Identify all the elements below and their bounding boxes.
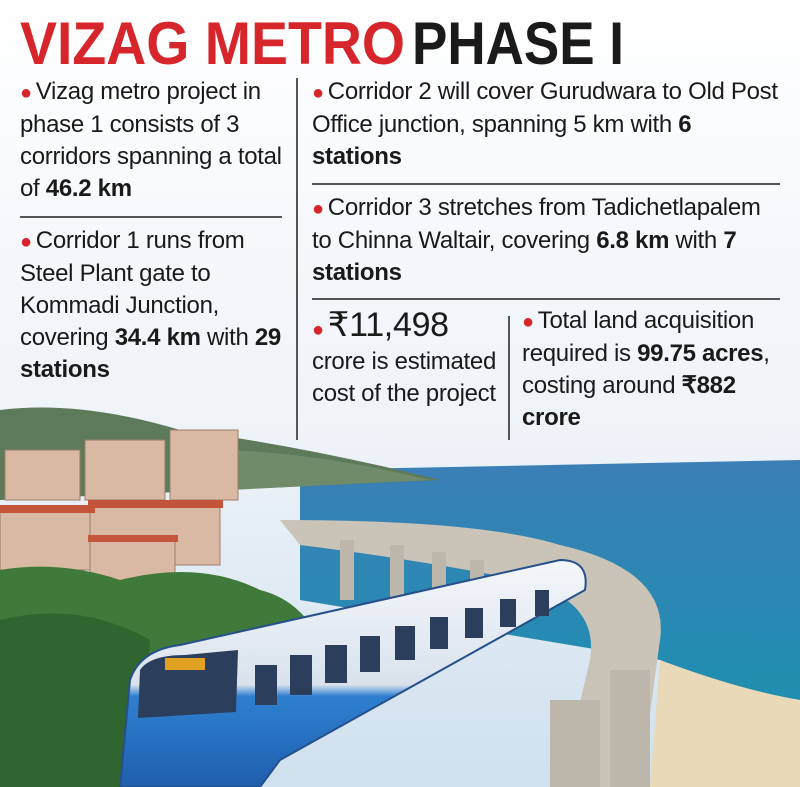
bullet: ● [20, 82, 32, 104]
body-text: Vizag metro project in phase 1 consists … [20, 78, 282, 202]
body-text: Total land acquisition required is [522, 307, 754, 367]
divider [312, 183, 780, 185]
highlight-text: 99.75 acres [637, 340, 764, 367]
highlight-text: 46.2 km [45, 175, 132, 202]
highlight-text: 34.4 km [114, 324, 201, 351]
highlight-text: 6 stations [312, 111, 692, 170]
bullet: ● [312, 82, 324, 104]
bullet: ● [312, 198, 324, 220]
body-text: Corridor 3 stretches from Tadichetlapale… [312, 194, 761, 254]
highlight-text: 7 stations [312, 227, 737, 286]
highlight-text: 29 stations [20, 324, 281, 383]
body-text: with [669, 227, 724, 254]
divider [312, 298, 780, 300]
land-item: ● Total land acquisition required is 99.7… [522, 305, 787, 434]
cost-amount: ₹11,498 [327, 306, 449, 344]
info-item: ● Corridor 3 stretches from Tadichetlapal… [312, 192, 782, 289]
info-item: ● Corridor 1 runs from Steel Plant gate t… [20, 225, 288, 386]
bullet: ● [312, 319, 324, 341]
divider [20, 216, 282, 218]
title-red: VIZAG METRO [20, 10, 405, 75]
bullet: ● [522, 311, 534, 333]
bullet: ● [20, 231, 32, 253]
divider [508, 316, 510, 440]
info-item: ● Corridor 2 will cover Gurudwara to Old … [312, 76, 782, 173]
body-text: Corridor 2 will cover Gurudwara to Old P… [312, 78, 778, 138]
title-black: PHASE I [412, 10, 624, 75]
body-text: Corridor 1 runs from Steel Plant gate to… [20, 227, 245, 351]
cost-item: ● ₹11,498 crore is estimated cost of the p… [312, 305, 502, 410]
divider [296, 78, 298, 440]
title-bar: VIZAG METRO PHASE I [20, 10, 624, 75]
body-text: with [200, 324, 255, 351]
cost-text: crore is estimated cost of the project [312, 348, 496, 407]
body-text: , costing around [522, 340, 770, 399]
highlight-text: ₹882 crore [522, 372, 736, 431]
info-item: ● Vizag metro project in phase 1 consists… [20, 76, 288, 205]
highlight-text: 6.8 km [596, 227, 670, 254]
